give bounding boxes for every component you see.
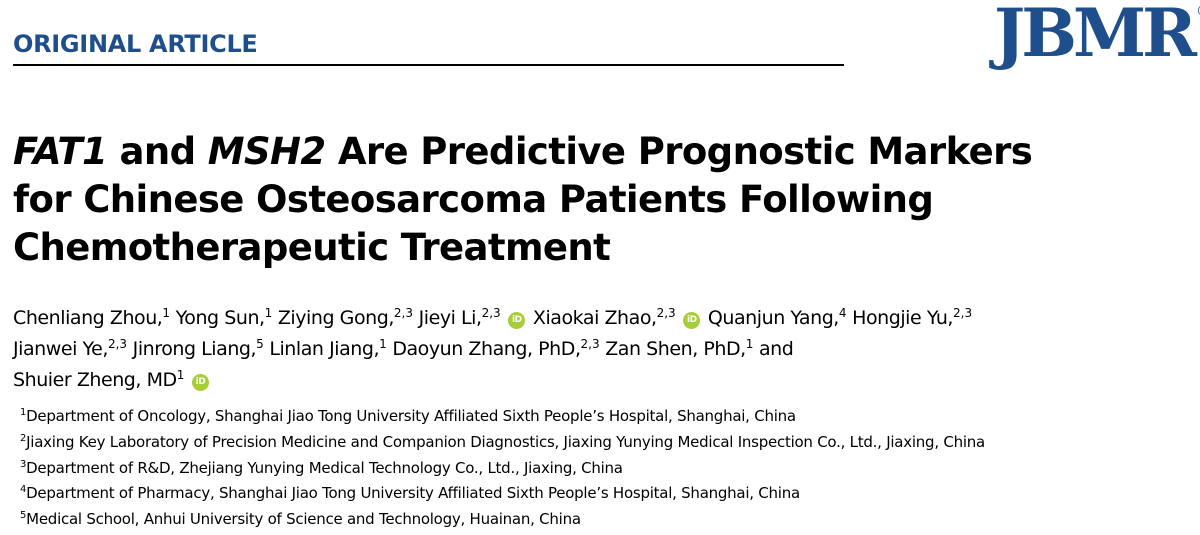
affiliation-item: 3Department of R&D, Zhejiang Yunying Med… [20,456,1190,482]
affiliation-item: 5Medical School, Anhui University of Sci… [20,507,1190,533]
affiliation-item: 4Department of Pharmacy, Shanghai Jiao T… [20,481,1190,507]
affiliation-item: 2Jiaxing Key Laboratory of Precision Med… [20,430,1190,456]
author: Hongjie Yu, [852,307,953,329]
affiliation-number: 2 [20,432,27,444]
affiliation-number: 5 [20,510,27,522]
author-affiliation-ref: 2,3 [580,337,600,351]
title-gene-fat1: FAT1 [13,130,108,173]
author: Zan Shen, PhD, [605,338,746,360]
author-affiliation-ref: 2,3 [393,306,414,320]
orcid-icon[interactable]: iD [508,312,526,329]
author-affiliation-ref: 1 [176,368,185,382]
author-affiliation-ref: 2,3 [953,306,973,320]
author-conjunction: and [758,338,794,360]
author: Xiaokai Zhao, [532,307,657,329]
title-line1-rest: Are Predictive Prognostic Markers [325,130,1033,173]
author-affiliation-ref: 2,3 [656,306,676,320]
title-gene-msh2: MSH2 [207,130,326,173]
author: Linlan Jiang, [269,338,380,360]
title-conj: and [107,130,208,173]
author-affiliation-ref: 1 [264,306,273,320]
orcid-icon[interactable]: iD [191,374,209,391]
author: Quanjun Yang, [707,307,839,329]
author: Jianwei Ye, [13,338,108,360]
title-line3: Chemotherapeutic Treatment [13,226,611,269]
journal-logo: JBMR® [994,0,1200,66]
author: Shuier Zheng, MD [13,369,177,391]
affiliation-text: Department of Oncology, Shanghai Jiao To… [26,407,796,425]
author-list: Chenliang Zhou,1 Yong Sun,1 Ziying Gong,… [13,303,1188,396]
affiliation-number: 3 [20,458,27,470]
author: Daoyun Zhang, PhD, [392,338,581,360]
affiliation-number: 1 [20,407,27,418]
author: Chenliang Zhou, [13,307,163,329]
affiliation-text: Medical School, Anhui University of Scie… [26,510,581,529]
registered-mark: ® [1196,2,1200,20]
author-affiliation-ref: 1 [379,337,387,351]
section-label: ORIGINAL ARTICLE [13,30,258,58]
orcid-icon[interactable]: iD [683,312,701,329]
affiliation-text: Department of Pharmacy, Shanghai Jiao To… [26,484,800,503]
author: Yong Sun, [175,307,265,329]
author-affiliation-ref: 4 [838,306,847,320]
author-affiliation-ref: 5 [256,337,264,351]
author: Jinrong Liang, [132,338,257,360]
author-affiliation-ref: 1 [745,337,754,351]
title-line2: for Chinese Osteosarcoma Patients Follow… [13,178,934,221]
author-affiliation-ref: 2,3 [107,337,128,351]
author-affiliation-ref: 2,3 [481,306,501,320]
affiliation-list: 1Department of Oncology, Shanghai Jiao T… [20,404,1190,533]
journal-logo-text: JBMR [994,0,1197,72]
author: Jieyi Li, [418,307,482,329]
author-affiliation-ref: 1 [162,306,171,320]
affiliation-item: 1Department of Oncology, Shanghai Jiao T… [20,404,1190,430]
affiliation-number: 4 [20,484,27,496]
author: Ziying Gong, [277,307,395,329]
article-title: FAT1 and MSH2 Are Predictive Prognostic … [13,128,1173,272]
section-divider [13,64,844,66]
affiliation-text: Jiaxing Key Laboratory of Precision Medi… [26,432,985,451]
affiliation-text: Department of R&D, Zhejiang Yunying Medi… [26,458,623,477]
